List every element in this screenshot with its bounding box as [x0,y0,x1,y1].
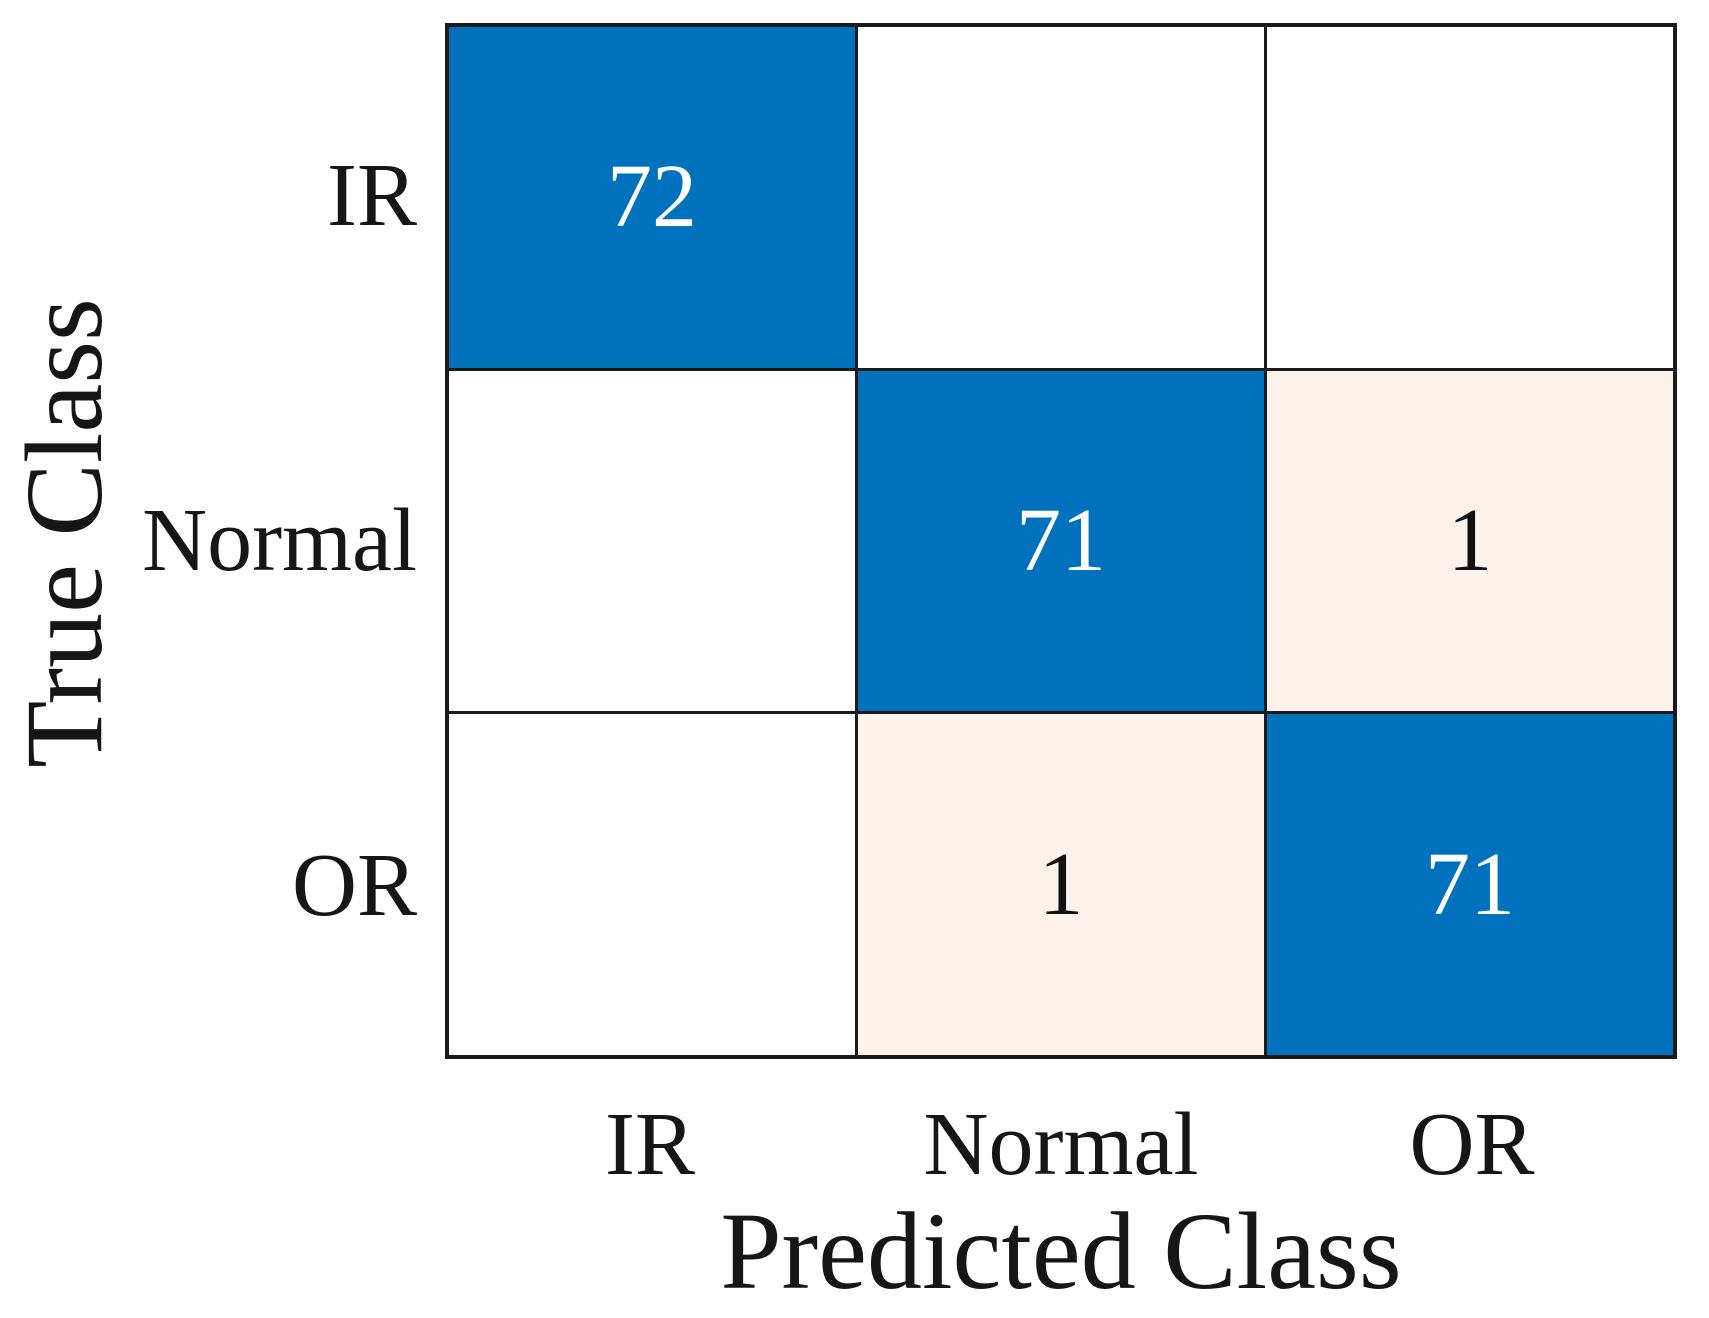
matrix-cell-normal-ir [449,370,855,712]
matrix-cell-ir-normal [858,27,1264,368]
y-axis-label: True Class [3,298,125,768]
matrix-cell-or-or: 71 [1267,714,1673,1055]
y-tick-ir: IR [327,146,417,245]
x-tick-ir: IR [605,1095,695,1194]
y-tick-or: OR [291,836,417,935]
x-axis-label: Predicted Class [720,1190,1402,1312]
x-tick-normal: Normal [923,1095,1199,1194]
matrix-cell-ir-ir: 72 [449,27,855,368]
confusion-matrix-grid: 72 71 1 1 71 [445,23,1677,1059]
matrix-cell-normal-or: 1 [1267,370,1673,712]
matrix-cell-or-ir [449,714,855,1055]
matrix-cell-normal-normal: 71 [858,370,1264,712]
x-tick-or: OR [1409,1095,1535,1194]
matrix-cell-ir-or [1267,27,1673,368]
y-tick-normal: Normal [142,491,417,590]
matrix-cell-or-normal: 1 [858,714,1264,1055]
